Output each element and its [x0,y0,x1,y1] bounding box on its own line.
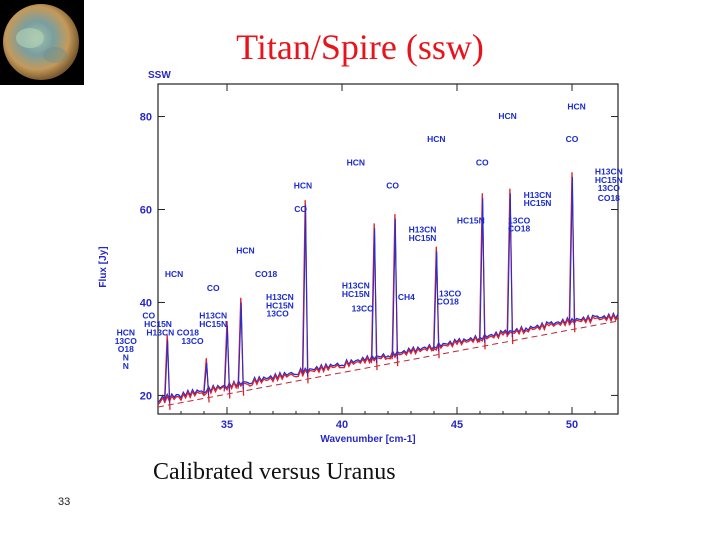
peak-blue-11 [569,176,575,326]
line-label: HC15N [199,319,227,329]
peak-blue-3 [224,325,230,392]
line-label: O18 [118,344,134,354]
spectrum-chart: 35 40 45 50 20 40 60 80 Wavenumber [cm-1] Flux [J… [98,70,623,445]
line-label: HCN [294,181,312,191]
line-label: HCN [498,111,516,121]
series-red [157,313,619,406]
line-label: CO [386,181,399,191]
line-label: CO18 [255,269,277,279]
peak-blue-6 [371,228,377,364]
peak-blue-1 [164,339,170,403]
line-label: 13CO [508,215,531,225]
line-label: 13CO [439,288,462,298]
peak-blue-10 [507,193,513,338]
y-tick-label: 40 [140,297,152,309]
line-label: H13CN [342,281,370,291]
series-dashed [157,320,619,408]
line-label: HCN [567,102,585,112]
x-tick-label: 50 [566,419,578,431]
line-label: 13CO [352,304,375,314]
line-label: N [123,361,129,371]
line-label: HC15N [144,319,172,329]
line-label: H13CN [409,225,437,235]
line-label: 13CO [115,336,138,346]
y-tick-label: 20 [140,390,152,402]
line-label: H13CN [146,327,174,337]
peak-blue-5 [302,204,308,377]
line-label: HC15N [409,233,437,243]
line-label: 13CO [181,336,204,346]
peak-blue-8 [433,251,440,352]
line-label: HC15N [266,300,294,310]
line-label: 13CO [266,308,289,318]
slide-title: Titan/Spire (ssw) [236,27,484,67]
peak-blue-4 [238,302,244,389]
x-tick-label: 35 [221,419,233,431]
x-axis-label: Wavenumber [cm-1] [320,434,415,445]
slide-caption: Calibrated versus Uranus [153,459,396,485]
y-axis-label: Flux [Jy] [98,246,109,287]
peak-blue-9 [479,197,486,343]
corner-label: SSW [148,70,171,81]
line-label: H13CN [266,292,294,302]
line-label: CO [294,204,307,214]
line-label: HCN [427,134,445,144]
line-label: CO [566,134,579,144]
line-label: H13CN [595,167,623,177]
line-label: CH4 [398,292,415,302]
line-label: CO18 [177,327,199,337]
line-label: CO18 [598,193,620,203]
y-tick-label: 60 [140,204,152,216]
peak-blue-7 [392,218,398,360]
line-label: CO [476,157,489,167]
line-label: CO18 [437,296,459,306]
line-label: HCN [236,246,254,256]
titan-thumbnail [0,0,84,85]
y-tick-label: 80 [140,112,152,124]
titan-planet-image [3,4,79,80]
line-label: HCN [347,157,365,167]
line-label: HC15N [457,215,485,225]
line-label: HCN [117,327,135,337]
line-label: CO [142,311,155,321]
line-label: HC15N [595,175,623,185]
line-label: HC15N [342,289,370,299]
line-label: HC15N [524,198,552,208]
line-label: CO [207,283,220,293]
line-label: H13CN [199,311,227,321]
x-tick-label: 45 [451,419,463,431]
line-label: N [123,353,129,363]
line-label: 13CO [598,183,621,193]
line-label: HCN [165,269,183,279]
peak-blue-2 [203,362,210,396]
slide-number: 33 [58,496,71,508]
x-tick-label: 40 [336,419,348,431]
line-label: CO18 [508,223,530,233]
line-label: H13CN [524,190,552,200]
